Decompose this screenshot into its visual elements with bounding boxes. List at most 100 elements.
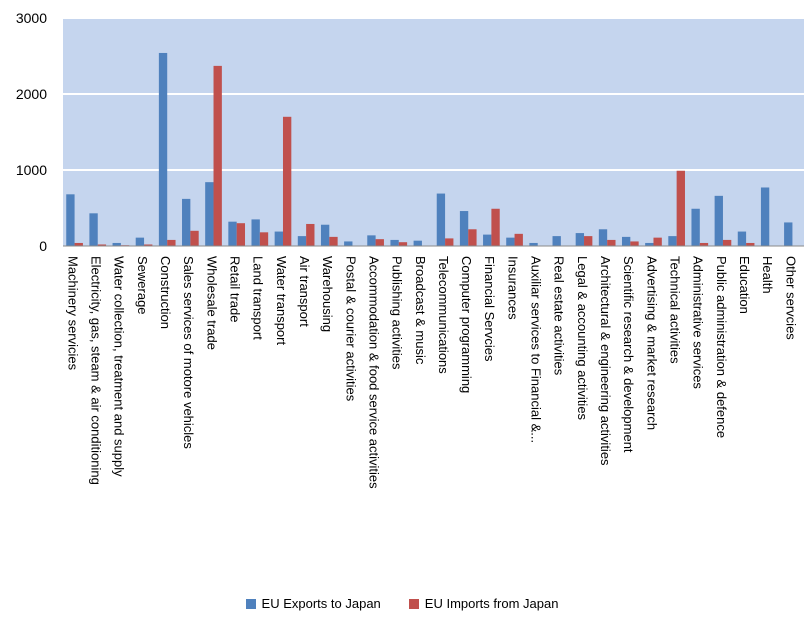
x-tick-label: Retail trade	[228, 256, 243, 322]
legend-label-exports: EU Exports to Japan	[261, 596, 381, 611]
x-tick-label: Computer programming	[459, 256, 474, 393]
legend-label-imports: EU Imports from Japan	[424, 596, 559, 611]
bar-imports	[97, 244, 107, 246]
bar-exports	[158, 52, 168, 247]
x-tick-label: Education	[737, 256, 752, 314]
x-tick-label: Water transport	[274, 256, 289, 345]
bar-imports	[584, 236, 593, 246]
bar-imports	[213, 65, 222, 246]
x-tick-label: Broadcast & music	[413, 256, 428, 365]
bar-imports	[676, 170, 685, 246]
x-tick-label: Financial Servcies	[482, 256, 497, 362]
bar-exports	[135, 237, 145, 246]
bar-exports	[436, 193, 446, 246]
bar-exports	[274, 231, 283, 246]
bar-exports	[621, 236, 631, 246]
x-tick-label: Insurances	[505, 256, 520, 320]
x-tick-label: Advertising & market research	[644, 256, 659, 430]
bar-exports	[784, 222, 793, 246]
bar-exports	[182, 198, 191, 246]
bar-exports	[367, 235, 376, 246]
x-tick-label: Wholesale trade	[204, 256, 219, 350]
bar-exports	[529, 242, 538, 246]
bar-imports	[514, 233, 523, 246]
y-tick-label: 1000	[16, 162, 47, 178]
x-tick-label: Electricity, gas, steam & air conditioni…	[89, 256, 104, 485]
bar-exports	[390, 239, 399, 246]
bar-imports	[74, 242, 83, 246]
y-tick-label: 3000	[16, 10, 47, 26]
bar-exports	[297, 236, 307, 246]
x-tick-label: Accommodation & food service activities	[366, 256, 381, 489]
bar-imports	[329, 236, 338, 246]
y-tick-label: 0	[39, 238, 47, 254]
bar-exports	[714, 195, 723, 246]
y-tick-label: 2000	[16, 86, 47, 102]
bar-imports	[236, 223, 246, 246]
bar-exports	[66, 194, 75, 246]
bar-exports	[413, 240, 422, 246]
legend-swatch-imports	[408, 598, 419, 609]
x-tick-label: Real estate activities	[552, 256, 567, 376]
x-tick-label: Legal & accounting activities	[575, 256, 590, 421]
x-tick-label: Warehousing	[320, 256, 335, 332]
bar-imports	[398, 242, 408, 246]
bar-exports	[483, 234, 492, 246]
bar-imports	[653, 237, 662, 246]
x-tick-label: Air transport	[297, 256, 312, 327]
x-tick-label: Sewerage	[135, 256, 150, 315]
bar-exports	[645, 242, 654, 246]
bar-imports	[259, 232, 269, 246]
bar-exports	[228, 221, 237, 246]
x-tick-label: Administrative services	[691, 256, 706, 389]
x-tick-label: Land transport	[251, 256, 266, 340]
x-tick-label: Scientific research & development	[621, 256, 636, 453]
legend-swatch-exports	[245, 598, 256, 609]
bar-exports	[691, 208, 700, 246]
bar-exports	[668, 236, 677, 246]
bar-imports	[630, 241, 639, 246]
x-tick-label: Technical activities	[667, 256, 682, 364]
x-tick-label: Other servcies	[783, 256, 798, 340]
bar-exports	[552, 236, 561, 246]
bar-imports	[144, 244, 153, 246]
bar-exports	[344, 241, 353, 246]
bar-imports	[699, 242, 709, 246]
bar-exports	[737, 231, 747, 246]
legend-item-imports: EU Imports from Japan	[408, 596, 559, 611]
bar-exports	[760, 187, 770, 246]
bar-imports	[306, 223, 315, 246]
x-tick-label: Sales services of motore vehicles	[181, 256, 196, 449]
bar-exports	[251, 219, 260, 246]
bar-exports	[459, 211, 469, 246]
x-tick-label: Water collection, treatment and supply	[112, 256, 127, 477]
x-tick-label: Construction	[158, 256, 173, 329]
bar-exports	[112, 242, 121, 246]
bar-exports	[575, 233, 585, 246]
x-tick-label: Architectural & engineering activities	[598, 256, 613, 466]
bar-exports	[506, 237, 515, 246]
x-tick-label: Telecommunications	[436, 256, 451, 374]
bar-imports	[746, 242, 755, 246]
bar-exports	[598, 229, 608, 246]
bar-imports	[445, 238, 454, 246]
bar-imports	[282, 116, 292, 246]
bar-imports	[468, 229, 477, 246]
bar-imports	[190, 230, 199, 246]
bar-imports	[722, 239, 732, 246]
x-tick-label: Machinery servicies	[65, 256, 80, 371]
legend-item-exports: EU Exports to Japan	[245, 596, 381, 611]
bar-imports	[607, 239, 616, 246]
bar-imports	[491, 208, 500, 246]
x-tick-label: Health	[760, 256, 775, 294]
legend: EU Exports to Japan EU Imports from Japa…	[0, 596, 804, 611]
x-tick-label: Auxiliar services to Financial &...	[529, 256, 544, 443]
bar-imports	[167, 239, 176, 246]
x-tick-label: Public administration & defence	[714, 256, 729, 438]
bar-exports	[89, 213, 98, 246]
bar-imports	[375, 239, 384, 246]
x-tick-label: Postal & courier activities	[343, 256, 358, 402]
bar-exports	[205, 182, 214, 246]
